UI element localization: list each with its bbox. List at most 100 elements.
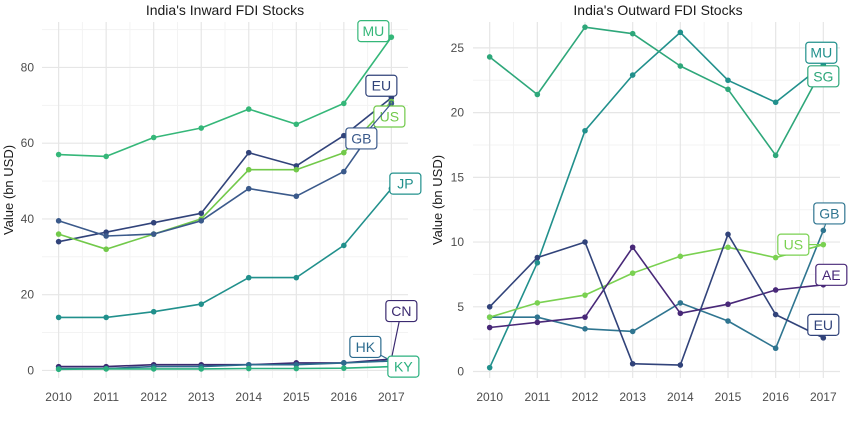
inward-x-tick-label: 2010 xyxy=(45,390,72,404)
outward-data-point-ae xyxy=(772,287,779,293)
outward-data-point-mu xyxy=(725,77,731,84)
inward-data-point-mu xyxy=(245,106,252,112)
outward-series-tag-ae: AE xyxy=(815,263,848,286)
outward-data-point-mu xyxy=(534,259,541,266)
inward-series-tag-ky: KY xyxy=(387,355,420,378)
outward-data-point-eu xyxy=(486,304,493,310)
inward-data-point-ky xyxy=(245,365,252,372)
outward-y-tick-label: 20 xyxy=(451,106,465,120)
outward-data-point-us xyxy=(486,314,493,320)
inward-data-point-jp xyxy=(55,314,62,321)
outward-data-point-eu xyxy=(677,362,684,368)
outward-series-tag-label-gb: GB xyxy=(819,205,839,221)
outward-data-point-gb xyxy=(534,314,541,320)
inward-series-tag-jp: JP xyxy=(389,172,422,195)
outward-series-tag-box-gb xyxy=(813,202,846,225)
outward-series-ae xyxy=(486,244,827,331)
outward-data-point-ae xyxy=(486,324,493,331)
inward-series-tag-mu: MU xyxy=(357,20,392,43)
inward-data-point-us xyxy=(293,166,300,173)
outward-x-tick-label: 2017 xyxy=(810,390,837,404)
inward-series-tag-label-gb: GB xyxy=(351,130,371,146)
outward-series-tag-box-sg xyxy=(807,65,840,88)
outward-x-tick-label: 2010 xyxy=(476,390,503,404)
outward-y-tick-label: 25 xyxy=(451,41,465,55)
inward-x-tick-label: 2011 xyxy=(93,390,119,404)
inward-data-point-mu xyxy=(150,134,157,141)
outward-x-tick-label: 2015 xyxy=(715,390,742,404)
inward-x-tick-label: 2017 xyxy=(378,390,405,404)
outward-data-point-sg xyxy=(582,24,588,30)
inward-series-eu xyxy=(55,94,395,245)
inward-y-tick-label: 40 xyxy=(21,212,35,226)
outward-data-point-eu xyxy=(582,239,588,245)
inward-data-point-mu xyxy=(293,121,300,128)
outward-series-line-ae xyxy=(489,246,824,329)
outward-series-gb xyxy=(486,227,827,352)
inward-data-point-mu xyxy=(55,151,62,158)
outward-data-point-us xyxy=(582,292,588,298)
inward-x-tick-label: 2014 xyxy=(235,390,262,404)
inward-data-point-gb xyxy=(150,231,157,237)
outward-data-point-ae xyxy=(629,244,636,251)
outward-data-point-us xyxy=(534,300,541,306)
inward-y-tick-label: 0 xyxy=(27,363,34,377)
outward-series-tag-mu: MU xyxy=(805,41,838,65)
outward-y-tick-label: 0 xyxy=(457,365,464,379)
outward-series-tag-label-us: US xyxy=(784,237,803,253)
inward-data-point-eu xyxy=(341,132,347,139)
outward-series-tag-label-mu: MU xyxy=(810,45,832,61)
inward-data-point-us xyxy=(245,166,252,173)
inward-gridlines xyxy=(42,22,408,378)
inward-data-point-ky xyxy=(150,366,157,372)
outward-series-line-mu xyxy=(488,31,824,368)
inward-data-point-gb xyxy=(245,185,252,192)
outward-series-eu xyxy=(486,231,827,368)
outward-data-point-sg xyxy=(772,152,779,159)
outward-x-tick-label: 2013 xyxy=(619,390,646,404)
inward-x-tick-label: 2013 xyxy=(188,390,215,404)
inward-data-point-jp xyxy=(103,314,109,321)
inward-series-tag-box-cn xyxy=(385,299,418,323)
inward-data-point-jp xyxy=(341,242,347,249)
outward-series-tag-box-ae xyxy=(815,263,848,286)
outward-data-point-mu xyxy=(772,99,779,106)
inward-y-axis-title: Value (bn USD) xyxy=(1,145,16,235)
inward-series-tag-box-ky xyxy=(387,355,420,378)
inward-series-gb xyxy=(55,100,395,239)
outward-data-point-ae xyxy=(725,301,731,308)
inward-x-tick-label: 2016 xyxy=(330,390,357,404)
inward-data-point-jp xyxy=(150,308,157,315)
inward-series-tag-label-eu: EU xyxy=(372,78,391,94)
outward-data-point-mu xyxy=(677,29,684,36)
outward-data-point-us xyxy=(677,253,684,260)
outward-series-tag-box-us xyxy=(777,233,810,256)
inward-data-point-jp xyxy=(293,274,300,281)
inward-data-point-eu xyxy=(55,238,62,245)
outward-data-point-ae xyxy=(677,310,684,317)
inward-series-line-us xyxy=(58,100,392,250)
inward-data-point-gb xyxy=(198,218,205,224)
inward-series-line-gb xyxy=(58,102,393,237)
outward-data-point-us xyxy=(772,254,779,261)
outward-x-tick-label: 2014 xyxy=(667,390,694,404)
inward-series-tag-box-gb xyxy=(345,127,378,150)
inward-series-tag-label-jp: JP xyxy=(397,176,413,192)
outward-y-tick-label: 10 xyxy=(451,235,465,249)
outward-series-us xyxy=(486,241,827,320)
inward-series-tag-box-jp xyxy=(389,172,422,195)
outward-series-tag-eu: EU xyxy=(807,313,840,338)
inward-data-point-mu xyxy=(341,100,347,107)
outward-series-tag-label-sg: SG xyxy=(813,68,833,84)
outward-series-tag-label-ae: AE xyxy=(822,267,841,283)
outward-data-point-gb xyxy=(629,328,636,335)
inward-x-tick-label: 2012 xyxy=(140,390,167,404)
inward-data-point-ky xyxy=(341,365,347,371)
inward-data-point-us xyxy=(55,231,62,237)
inward-series-tag-label-hk: HK xyxy=(356,339,376,355)
outward-gridlines xyxy=(473,22,840,378)
outward-data-point-ae xyxy=(582,314,588,320)
outward-data-point-sg xyxy=(725,86,731,93)
